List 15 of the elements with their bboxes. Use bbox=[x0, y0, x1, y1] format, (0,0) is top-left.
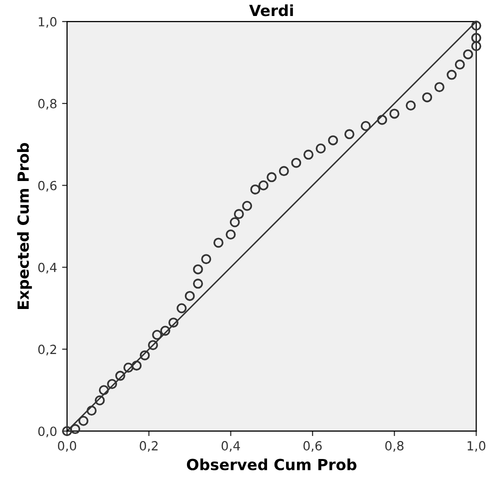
x-tick-label: 0,6 bbox=[303, 441, 322, 452]
x-tick-label: 0,4 bbox=[222, 441, 240, 452]
y-tick-label: 1,0 bbox=[38, 17, 56, 28]
x-tick-label: 0,2 bbox=[140, 441, 158, 452]
y-tick-label: 0,0 bbox=[38, 426, 56, 438]
x-tick-label: 0,0 bbox=[58, 441, 76, 452]
x-axis-title: Observed Cum Prob bbox=[186, 458, 356, 470]
chart-title: Verdi bbox=[249, 4, 293, 16]
x-tick-label: 1,0 bbox=[468, 441, 486, 452]
y-tick-label: 0,8 bbox=[38, 98, 56, 110]
y-tick-label: 0,2 bbox=[38, 344, 56, 356]
x-tick-label: 0,8 bbox=[385, 441, 404, 452]
y-tick-label: 0,6 bbox=[38, 180, 57, 192]
y-tick-label: 0,4 bbox=[38, 262, 57, 274]
y-axis-title: Expected Cum Prob bbox=[17, 142, 32, 309]
